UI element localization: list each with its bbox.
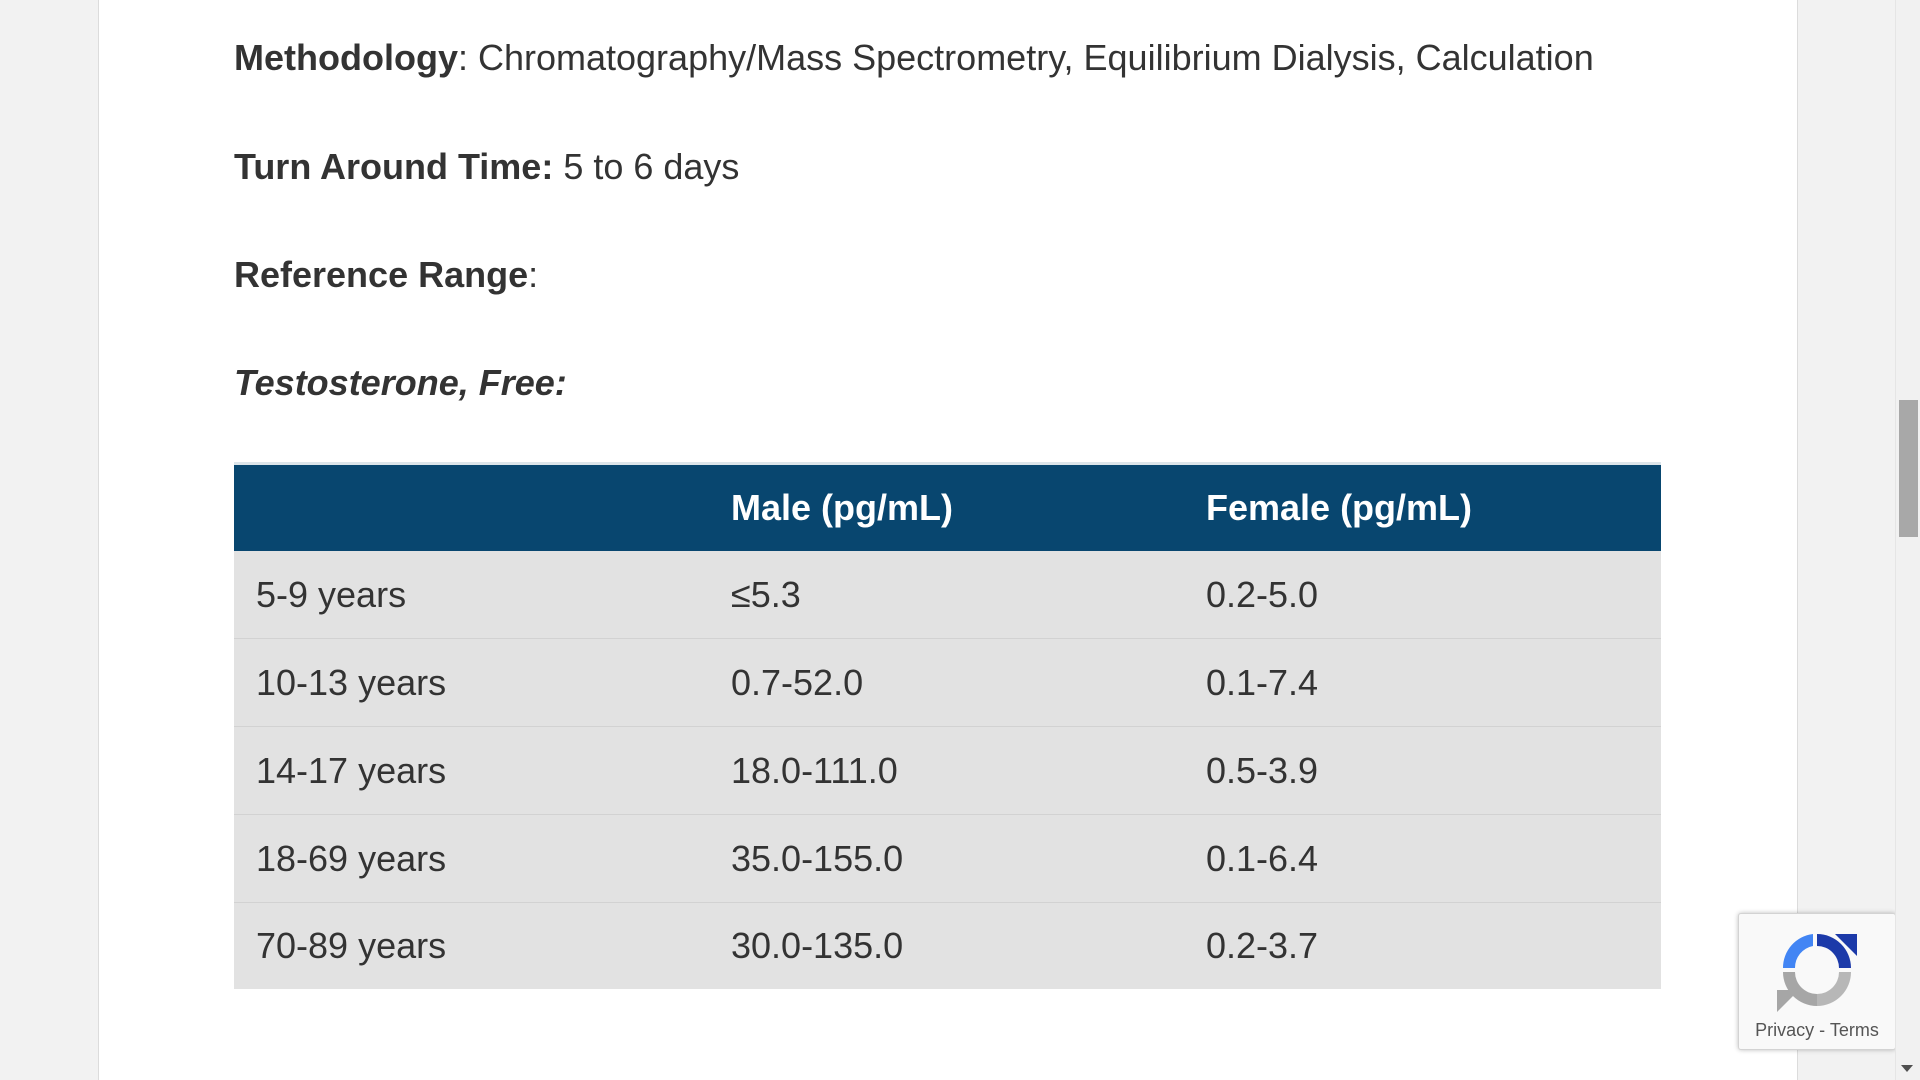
scroll-down-arrow-icon[interactable] bbox=[1901, 1065, 1913, 1072]
table-header-row: Male (pg/mL) Female (pg/mL) bbox=[234, 463, 1661, 552]
methodology-label: Methodology bbox=[234, 37, 458, 78]
reference-range-line: Reference Range: bbox=[234, 253, 538, 297]
recaptcha-terms-link[interactable]: Terms bbox=[1829, 1020, 1879, 1040]
female-cell: 0.2-5.0 bbox=[1206, 573, 1319, 615]
table-header-female: Female (pg/mL) bbox=[1206, 487, 1473, 528]
table-row: 10-13 years 0.7-52.0 0.1-7.4 bbox=[234, 638, 1661, 727]
table-row: 14-17 years 18.0-111.0 0.5-3.9 bbox=[234, 726, 1661, 815]
reference-range-table: Male (pg/mL) Female (pg/mL) 5-9 years ≤5… bbox=[234, 462, 1661, 989]
age-cell: 18-69 years bbox=[256, 837, 447, 879]
recaptcha-privacy-link[interactable]: Privacy bbox=[1755, 1020, 1815, 1040]
scrollbar-thumb[interactable] bbox=[1899, 400, 1918, 537]
female-cell: 0.1-6.4 bbox=[1206, 837, 1319, 879]
male-cell: 0.7-52.0 bbox=[731, 661, 864, 703]
female-cell: 0.2-3.7 bbox=[1206, 925, 1319, 966]
recaptcha-badge[interactable]: Privacy - Terms bbox=[1738, 913, 1896, 1050]
vertical-scrollbar[interactable] bbox=[1895, 0, 1920, 1080]
methodology-value: : Chromatography/Mass Spectrometry, Equi… bbox=[457, 37, 1594, 78]
male-cell: 35.0-155.0 bbox=[731, 837, 904, 879]
table-row: 18-69 years 35.0-155.0 0.1-6.4 bbox=[234, 814, 1661, 903]
methodology-line: Methodology: Chromatography/Mass Spectro… bbox=[234, 36, 1594, 80]
male-cell: 30.0-135.0 bbox=[731, 925, 904, 966]
table-header-male: Male (pg/mL) bbox=[731, 487, 953, 528]
male-cell: ≤5.3 bbox=[731, 573, 801, 615]
table-row: 5-9 years ≤5.3 0.2-5.0 bbox=[234, 551, 1661, 639]
age-cell: 10-13 years bbox=[256, 661, 447, 703]
age-cell: 5-9 years bbox=[256, 573, 407, 615]
recaptcha-logo-icon bbox=[1777, 934, 1857, 1012]
turnaround-label: Turn Around Time: bbox=[234, 146, 554, 187]
recaptcha-links: Privacy - Terms bbox=[1739, 1020, 1895, 1041]
age-cell: 70-89 years bbox=[256, 925, 447, 966]
testosterone-free-heading: Testosterone, Free: bbox=[234, 362, 567, 403]
recaptcha-separator: - bbox=[1819, 1020, 1826, 1040]
female-cell: 0.5-3.9 bbox=[1206, 749, 1319, 791]
table-header-age bbox=[234, 464, 709, 552]
male-cell: 18.0-111.0 bbox=[731, 749, 898, 791]
reference-range-colon: : bbox=[528, 254, 539, 295]
turnaround-line: Turn Around Time: 5 to 6 days bbox=[234, 145, 739, 189]
reference-range-label: Reference Range bbox=[234, 254, 529, 295]
turnaround-value: 5 to 6 days bbox=[553, 146, 740, 187]
female-cell: 0.1-7.4 bbox=[1206, 661, 1319, 703]
page-content-area: Methodology: Chromatography/Mass Spectro… bbox=[98, 0, 1798, 1080]
age-cell: 14-17 years bbox=[256, 749, 447, 791]
table-row: 70-89 years 30.0-135.0 0.2-3.7 bbox=[234, 902, 1661, 989]
